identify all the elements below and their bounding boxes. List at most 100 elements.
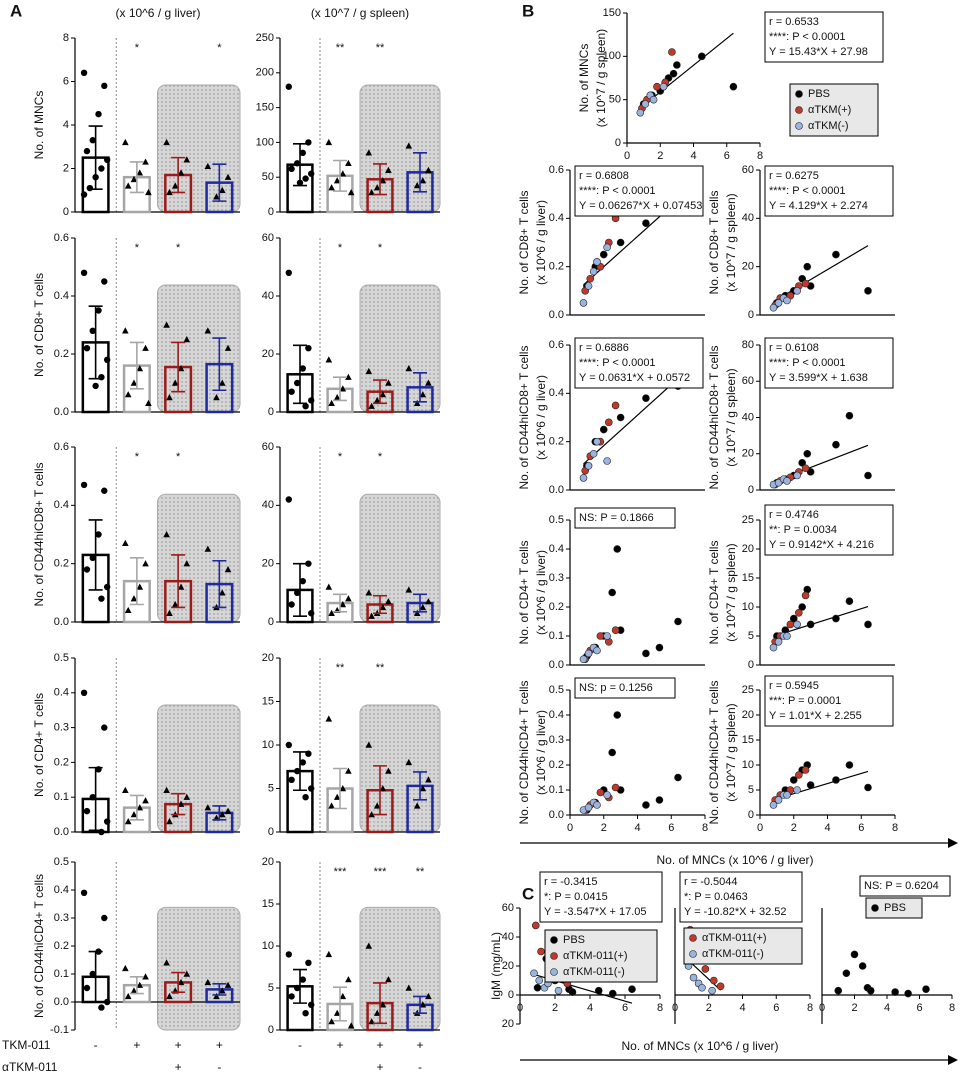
data-point [171, 601, 179, 608]
regression-line [773, 606, 869, 637]
y-tick-label: -0.1 [50, 1024, 69, 1036]
stats-text: Y = 4.129*X + 2.274 [769, 200, 868, 212]
stats-text: ****: P < 0.0001 [579, 185, 656, 197]
data-point [288, 776, 295, 783]
data-point [698, 983, 706, 992]
data-point [288, 388, 295, 395]
group-sign: - [418, 1060, 422, 1074]
data-point [419, 785, 427, 792]
data-point [589, 449, 598, 458]
y-tick-label: 40 [742, 212, 754, 224]
x-tick-label: 4 [587, 1002, 593, 1014]
y-tick-label: 0 [748, 309, 754, 321]
data-point [405, 365, 413, 372]
legend-box [789, 83, 879, 137]
data-point [80, 689, 88, 696]
data-point [163, 786, 170, 793]
y-axis-label: No. of CD8+ T cells [32, 273, 46, 377]
data-point [171, 379, 179, 386]
x-tick-label: 2 [552, 1002, 558, 1014]
data-point [845, 597, 854, 606]
legend-marker [550, 952, 558, 960]
data-point [798, 603, 806, 611]
data-point [166, 609, 173, 616]
y-tick-label: 20 [742, 448, 754, 460]
data-point [642, 219, 650, 227]
regression-line [583, 378, 679, 465]
data-point [611, 401, 620, 410]
data-point [789, 776, 798, 784]
data-point [365, 149, 373, 156]
error-bar [212, 163, 227, 202]
data-point [124, 606, 132, 614]
y-axis-label: No. of CD4+ T cells [707, 541, 721, 645]
error-bar [171, 554, 186, 609]
error-bar [129, 794, 144, 821]
stats-text: r = 0.6886 [579, 342, 629, 354]
group-sign: - [298, 1038, 302, 1052]
y-tick-label: 0.0 [549, 484, 564, 496]
data-point [95, 110, 102, 118]
stats-text: NS: P = 0.6204 [864, 880, 939, 892]
data-point [103, 583, 111, 591]
y-tick-label: 0.0 [54, 616, 69, 628]
x-tick-label: 6 [858, 822, 864, 834]
data-point [584, 462, 593, 470]
stats-text: Y = 3.599*X + 1.638 [769, 372, 868, 384]
legend-label: αTKM-011(+) [702, 932, 767, 944]
data-point [325, 950, 333, 958]
error-bar [212, 983, 227, 996]
data-point [806, 620, 815, 629]
x-tick-label: 6 [773, 1002, 779, 1014]
y-axis-label: (x 10^7 / g spleen) [724, 368, 738, 466]
stats-text: r = -0.3415 [544, 876, 598, 888]
data-point [789, 614, 798, 623]
data-point [302, 175, 309, 182]
data-point [419, 603, 427, 611]
data-point [305, 345, 312, 352]
x-tick-label: 6 [724, 150, 730, 162]
data-point [308, 1001, 315, 1008]
y-tick-label: 0.6 [54, 441, 69, 453]
data-point [774, 637, 783, 646]
data-point [305, 959, 312, 966]
y-axis-label: No. of MNCs [32, 91, 46, 160]
data-point [294, 589, 301, 597]
stats-text: ****: P < 0.0001 [769, 31, 846, 43]
error-bar [88, 950, 103, 1003]
stats-text: ****: P < 0.0001 [579, 357, 656, 369]
data-point [385, 379, 392, 386]
data-point [845, 411, 854, 420]
legend-label: αTKM-011(-) [563, 966, 625, 978]
data-point [413, 182, 421, 189]
data-point [845, 761, 854, 769]
error-bar [333, 376, 347, 402]
legend-marker [689, 950, 697, 958]
data-point [579, 474, 588, 482]
y-axis-label: No. of CD44hiCD8+ T cells [517, 346, 531, 490]
x-tick-label: 0 [517, 1002, 523, 1014]
data-point [368, 811, 375, 818]
x-tick-label: 4 [884, 1002, 890, 1014]
data-point [832, 776, 840, 784]
panel-label: B [522, 1, 534, 20]
data-point [786, 620, 795, 629]
data-point [103, 156, 111, 163]
data-point [101, 487, 108, 494]
y-axis-label: IgM (mg/mL) [489, 932, 503, 1000]
data-point [373, 184, 381, 191]
significance: ** [376, 662, 385, 674]
data-point [122, 539, 129, 546]
y-tick-label: 60 [742, 164, 754, 176]
stats-text: NS: p = 0.1256 [579, 682, 653, 694]
x-tick-label: 8 [949, 1002, 955, 1014]
y-tick-label: 100 [256, 136, 274, 148]
data-point [285, 269, 292, 276]
data-point [806, 781, 815, 789]
data-point [171, 182, 179, 189]
y-tick-label: 0.4 [54, 499, 69, 511]
data-point [655, 643, 664, 652]
error-bar [88, 305, 103, 380]
error-bar [88, 519, 103, 591]
